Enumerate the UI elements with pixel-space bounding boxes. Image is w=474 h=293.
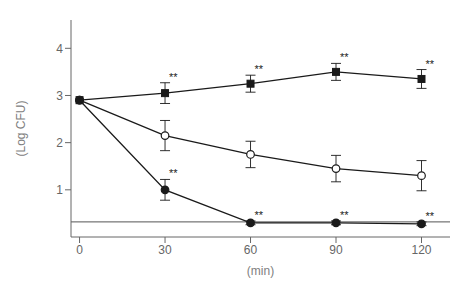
svg-text:60: 60 [244,243,258,257]
svg-text:(Log CFU): (Log CFU) [14,100,28,156]
svg-text:**: ** [169,167,178,179]
svg-text:90: 90 [329,243,343,257]
svg-text:120: 120 [411,243,431,257]
svg-text:**: ** [340,51,349,63]
svg-text:3: 3 [56,89,63,103]
svg-text:**: ** [426,210,435,222]
svg-text:1: 1 [56,183,63,197]
svg-text:2: 2 [56,136,63,150]
svg-text:4: 4 [56,42,63,56]
svg-text:**: ** [255,209,264,221]
svg-text:**: ** [340,209,349,221]
svg-text:**: ** [169,71,178,83]
svg-text:(min): (min) [247,264,274,278]
svg-text:30: 30 [158,243,172,257]
svg-text:**: ** [426,58,435,70]
svg-text:0: 0 [76,243,83,257]
svg-text:**: ** [255,63,264,75]
